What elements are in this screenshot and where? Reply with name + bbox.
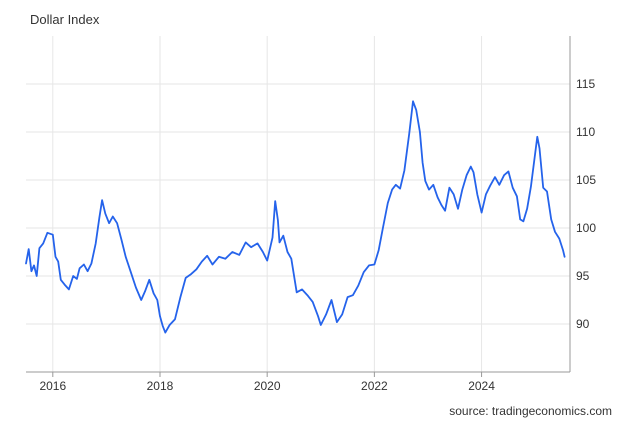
y-tick-label: 90: [576, 317, 590, 331]
y-tick-label: 105: [576, 173, 596, 187]
chart-title: Dollar Index: [30, 12, 100, 27]
x-tick-label: 2020: [254, 379, 281, 393]
x-tick-label: 2016: [39, 379, 66, 393]
labels-layer: 90 95 100 105 110 115 2016 2018 2020 2022 2024: [39, 77, 596, 393]
series-layer: [25, 100, 566, 334]
source-text: source: tradingeconomics.com: [449, 404, 612, 418]
y-tick-label: 100: [576, 221, 596, 235]
axes-layer: [26, 36, 571, 377]
y-tick-label: 110: [576, 125, 595, 139]
x-tick-label: 2018: [147, 379, 174, 393]
y-tick-label: 95: [576, 269, 590, 283]
grid-layer: [26, 36, 570, 372]
x-tick-label: 2024: [468, 379, 495, 393]
x-tick-label: 2022: [361, 379, 388, 393]
y-tick-label: 115: [576, 77, 595, 91]
dollar-index-line: [25, 100, 566, 334]
